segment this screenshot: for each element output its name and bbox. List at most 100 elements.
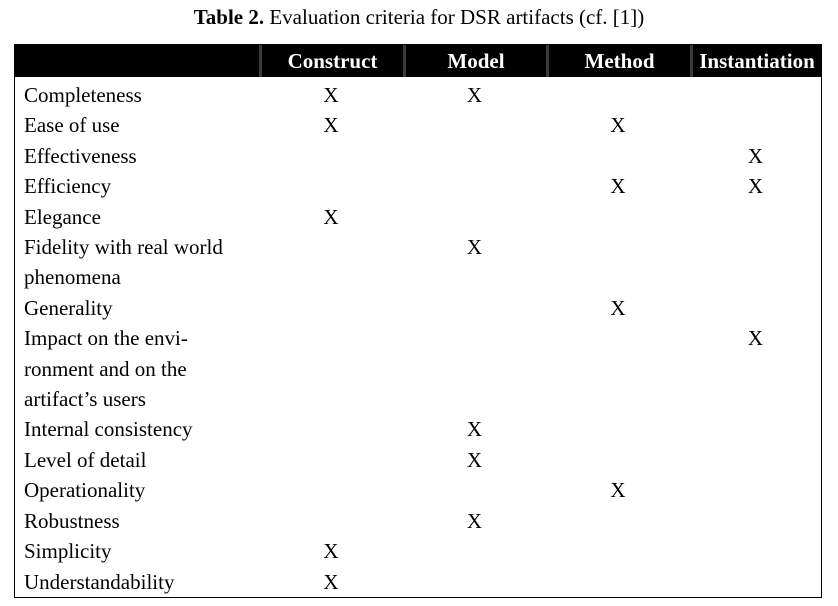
instantiation-mark: X <box>747 174 764 199</box>
instantiation-mark <box>690 110 821 140</box>
model-mark: X <box>466 417 483 442</box>
caption-label: Table 2. <box>193 5 265 29</box>
construct-mark <box>259 232 403 293</box>
construct-mark: X <box>323 113 339 138</box>
construct-mark: X <box>323 539 339 564</box>
table-row: Generality X <box>15 293 821 323</box>
construct-mark <box>259 141 403 171</box>
model-mark <box>403 141 546 171</box>
table-body: Completeness X X Ease of use X X Effectiveness… <box>15 77 821 597</box>
instantiation-mark <box>690 293 821 323</box>
model-mark: X <box>466 447 483 472</box>
model-mark <box>403 110 546 140</box>
method-mark: X <box>610 295 626 320</box>
model-mark <box>403 171 546 201</box>
criterion-line: Elegance <box>24 204 101 229</box>
header-model: Model <box>403 45 546 77</box>
criterion-line: Internal consistency <box>24 417 193 442</box>
table-row: Operationality X <box>15 475 821 505</box>
table-row: Impact on the envi-ronment and on the art… <box>15 323 821 414</box>
criterion-cell: Impact on the envi-ronment and on the art… <box>15 323 259 414</box>
instantiation-mark <box>690 414 821 444</box>
header-criterion <box>15 45 259 77</box>
header-instantiation: Instantiation <box>690 45 821 77</box>
criterion-line: Completeness <box>24 83 142 107</box>
criterion-line: artifact’s users <box>24 387 146 412</box>
header-method: Method <box>546 45 690 77</box>
model-mark <box>403 567 546 597</box>
method-mark: X <box>610 478 626 503</box>
construct-mark <box>259 475 403 505</box>
criterion-line: ronment and on the <box>24 356 187 381</box>
criterion-line: Simplicity <box>24 539 112 564</box>
table-row: Elegance X <box>15 202 821 232</box>
method-mark <box>546 414 690 444</box>
table-row: Understandability X <box>15 567 821 597</box>
criterion-line: Impact on the envi- <box>24 326 188 351</box>
method-mark <box>546 232 690 293</box>
model-mark: X <box>466 235 483 260</box>
criterion-line: Efficiency <box>24 174 112 199</box>
construct-mark: X <box>323 83 339 107</box>
table-caption: Table 2. Evaluation criteria for DSR art… <box>0 4 838 30</box>
criterion-line: Operationality <box>24 478 146 503</box>
construct-mark: X <box>323 569 339 594</box>
table-row: Robustness X <box>15 506 821 536</box>
construct-mark <box>259 506 403 536</box>
criterion-line: Generality <box>24 295 113 320</box>
construct-mark <box>259 323 403 414</box>
criterion-line: Level of detail <box>24 447 147 472</box>
criterion-line: phenomena <box>24 265 121 290</box>
instantiation-mark <box>690 506 821 536</box>
method-mark <box>546 445 690 475</box>
criterion-cell: Efficiency <box>15 171 259 201</box>
criterion-cell: Simplicity <box>15 536 259 566</box>
instantiation-mark <box>690 202 821 232</box>
criterion-line: Understandability <box>24 569 175 594</box>
criterion-cell: Understandability <box>15 567 259 597</box>
table-row: Efficiency X X <box>15 171 821 201</box>
method-mark <box>546 323 690 414</box>
instantiation-mark <box>690 445 821 475</box>
model-mark: X <box>466 508 483 533</box>
method-mark <box>546 141 690 171</box>
instantiation-mark: X <box>747 326 764 351</box>
instantiation-mark <box>690 475 821 505</box>
table-row: Internal consistency X <box>15 414 821 444</box>
model-mark <box>403 293 546 323</box>
instantiation-mark <box>690 80 821 110</box>
method-mark <box>546 536 690 566</box>
criterion-line: Robustness <box>24 508 120 533</box>
instantiation-mark <box>690 536 821 566</box>
criterion-cell: Fidelity with real world phenomena <box>15 232 259 293</box>
model-mark <box>403 323 546 414</box>
criteria-table: Construct Model Method Instantiation Com… <box>14 44 822 598</box>
instantiation-mark: X <box>747 143 764 168</box>
method-mark: X <box>610 113 626 138</box>
method-mark <box>546 202 690 232</box>
construct-mark <box>259 171 403 201</box>
table-row: Ease of use X X <box>15 110 821 140</box>
construct-mark <box>259 414 403 444</box>
construct-mark <box>259 293 403 323</box>
model-mark <box>403 536 546 566</box>
table-row: Level of detail X <box>15 445 821 475</box>
construct-mark <box>259 445 403 475</box>
criterion-cell: Ease of use <box>15 110 259 140</box>
table-row: Effectiveness X <box>15 141 821 171</box>
caption-text: Evaluation criteria for DSR artifacts (c… <box>264 5 645 29</box>
table-row: Completeness X X <box>15 80 821 110</box>
header-construct: Construct <box>259 45 403 77</box>
method-mark <box>546 80 690 110</box>
table-row: Simplicity X <box>15 536 821 566</box>
criterion-line: Effectiveness <box>24 143 137 168</box>
instantiation-mark <box>690 567 821 597</box>
criterion-cell: Generality <box>15 293 259 323</box>
model-mark: X <box>466 83 483 107</box>
table-header-row: Construct Model Method Instantiation <box>15 45 821 77</box>
criterion-cell: Level of detail <box>15 445 259 475</box>
instantiation-mark <box>690 232 821 293</box>
method-mark: X <box>610 174 626 199</box>
criterion-cell: Internal consistency <box>15 414 259 444</box>
model-mark <box>403 202 546 232</box>
